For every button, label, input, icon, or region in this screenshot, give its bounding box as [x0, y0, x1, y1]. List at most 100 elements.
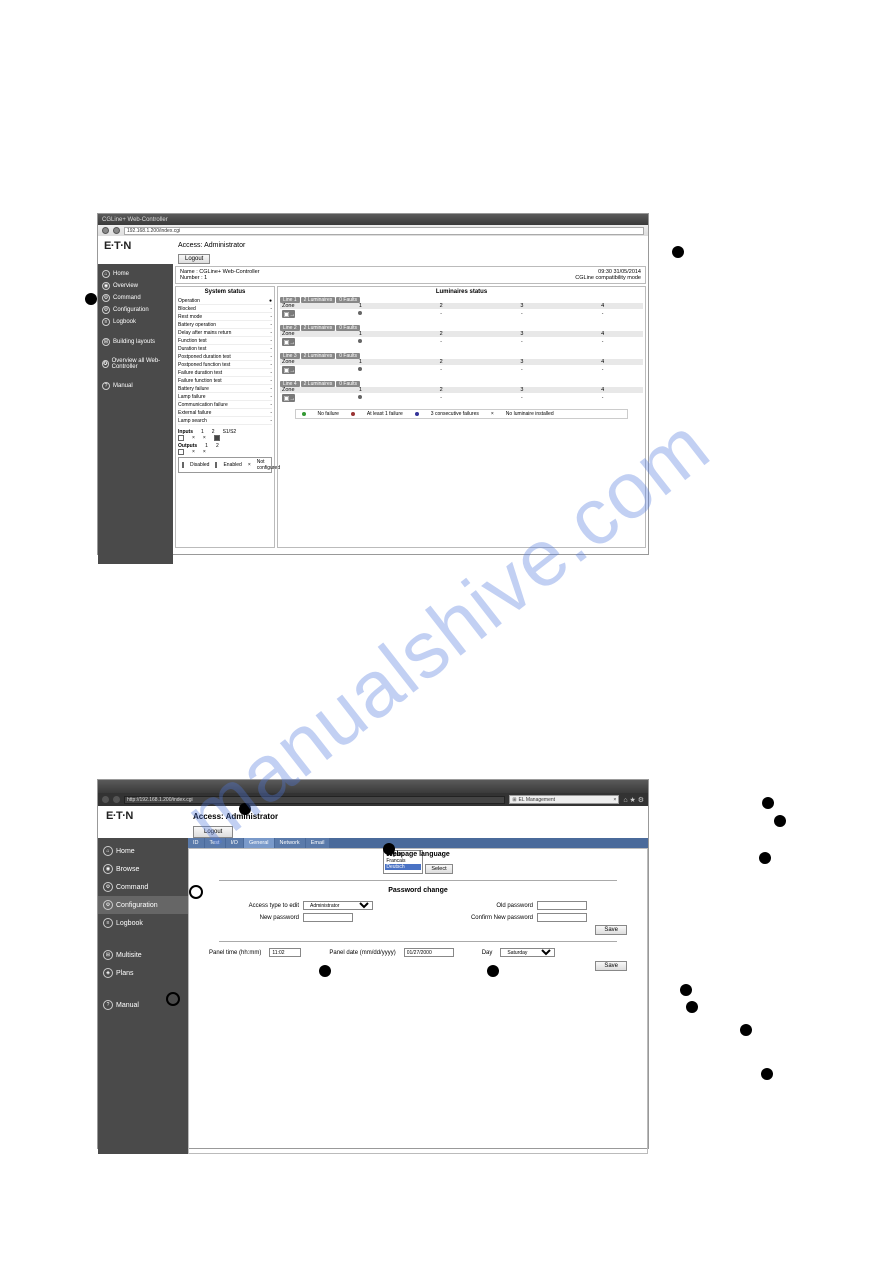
browser-tab-title: CGLine+ Web-Controller — [102, 217, 168, 223]
status-value: - — [270, 354, 272, 360]
status-row: Rest mode - — [178, 313, 272, 321]
logbook-icon: ≡ — [102, 318, 110, 326]
legend-label: No failure — [318, 411, 339, 417]
sidebar-item-overview[interactable]: ◉ Overview — [98, 280, 173, 292]
status-value: - — [270, 370, 272, 376]
logout-button[interactable]: Logout — [193, 826, 233, 838]
old-pwd-input[interactable] — [537, 901, 587, 910]
sidebar-item-command[interactable]: ⚙ Command — [98, 292, 173, 304]
browser-address-bar: 192.168.1.200/index.cgi — [98, 225, 648, 236]
legend-label: Disabled — [190, 462, 209, 468]
address-input[interactable]: 192.168.1.200/index.cgi — [124, 227, 644, 235]
status-dot — [358, 311, 362, 315]
status-label: Operation — [178, 298, 200, 304]
back-button[interactable] — [102, 227, 109, 234]
status-value: - — [270, 378, 272, 384]
lang-option[interactable]: Deutsch — [385, 864, 421, 870]
zone-cell: - — [401, 395, 482, 401]
callout-bullet — [761, 1068, 773, 1080]
tab-i/o[interactable]: I/O — [226, 838, 243, 848]
access-row: Access: Administrator — [98, 806, 648, 826]
tab-general[interactable]: General — [244, 838, 274, 848]
status-row: External failure - — [178, 409, 272, 417]
status-row: Postponed function test - — [178, 361, 272, 369]
expand-button[interactable]: ▣→ — [282, 366, 295, 374]
zone-col: 1 — [320, 303, 401, 309]
sidebar-item-command[interactable]: ⚙ Command — [98, 878, 188, 896]
browser-icons[interactable]: ⌂ ★ ⚙ — [623, 796, 644, 804]
sidebar-item-configuration[interactable]: ⚙ Configuration — [98, 304, 173, 316]
day-select[interactable]: Saturday — [500, 948, 555, 957]
panel-time-input[interactable] — [269, 948, 301, 957]
access-type-select[interactable]: Administrator — [303, 901, 373, 910]
sidebar-label: Home — [116, 848, 135, 855]
new-pwd-input[interactable] — [303, 913, 353, 922]
sidebar-item-manual[interactable]: ? Manual — [98, 380, 173, 392]
sidebar-item-logbook[interactable]: ≡ Logbook — [98, 316, 173, 328]
zone-cell: - — [401, 339, 482, 345]
browser-titlebar: CGLine+ Web-Controller — [98, 214, 648, 225]
save-password-button[interactable]: Save — [595, 925, 627, 935]
zone-cell: - — [562, 311, 643, 317]
sidebar-label: Command — [113, 295, 141, 301]
sidebar-item-home[interactable]: ⌂ Home — [98, 268, 173, 280]
io-indicator — [178, 449, 184, 455]
status-value: - — [270, 346, 272, 352]
callout-bullet — [680, 984, 692, 996]
logout-button[interactable]: Logout — [178, 254, 210, 264]
panel-date-label: Panel date (mm/dd/yyyy) — [329, 950, 395, 956]
callout-ring — [189, 885, 203, 899]
io-indicator — [214, 435, 220, 441]
tab-network[interactable]: Network — [275, 838, 305, 848]
command-icon: ⚙ — [102, 294, 110, 302]
zone-header: Zone1234 — [280, 303, 643, 309]
expand-button[interactable]: ▣→ — [282, 338, 295, 346]
select-button[interactable]: Select — [425, 864, 452, 874]
access-row: Access: Administrator — [98, 236, 648, 254]
status-row: Blocked - — [178, 305, 272, 313]
status-row: Lamp search - — [178, 417, 272, 425]
sidebar-item-browse[interactable]: ◉ Browse — [98, 860, 188, 878]
datetime-row: Panel time (hh:mm) Panel date (mm/dd/yyy… — [209, 948, 627, 957]
tab-id[interactable]: ID — [188, 838, 204, 848]
status-label: Function test — [178, 338, 207, 344]
expand-button[interactable]: ▣→ — [282, 394, 295, 402]
reload-button[interactable] — [113, 227, 120, 234]
sidebar-item-building-layouts[interactable]: ⊞ Building layouts — [98, 336, 173, 348]
tab-test[interactable]: Test — [205, 838, 225, 848]
manual-icon: ? — [103, 1000, 113, 1010]
zone-col: 3 — [482, 331, 563, 337]
back-button[interactable] — [102, 796, 109, 803]
status-row: Duration test - — [178, 345, 272, 353]
divider — [219, 941, 617, 942]
sidebar-item-home[interactable]: ⌂ Home — [98, 842, 188, 860]
zone-block: Line 2 2 Luminaires 0 Faults Zone1234 ▣→… — [280, 325, 643, 347]
status-row: Operation ● — [178, 297, 272, 305]
tab-title: EL Management — [519, 797, 556, 803]
system-status-panel: System status Operation ● Blocked - Rest… — [175, 286, 275, 548]
status-value: - — [270, 418, 272, 424]
status-label: Duration test — [178, 346, 206, 352]
sidebar-label: Overview — [113, 283, 138, 289]
confirm-pwd-label: Confirm New password — [433, 915, 533, 921]
browser-tab[interactable]: ⊞EL Management × — [509, 795, 619, 804]
expand-button[interactable]: ▣→ — [282, 310, 295, 318]
sidebar-item-overview-all-web-controller[interactable]: ✪ Overview all Web-Controller — [98, 356, 173, 372]
status-label: Delay after mains return — [178, 330, 231, 336]
panel-date-input[interactable] — [404, 948, 454, 957]
forward-button[interactable] — [113, 796, 120, 803]
sidebar-item-logbook[interactable]: ≡ Logbook — [98, 914, 188, 932]
zone-row: ▣→ - - - — [280, 393, 643, 403]
sidebar-label: Logbook — [113, 319, 136, 325]
save-datetime-button[interactable]: Save — [595, 961, 627, 971]
zone-col: 1 — [320, 359, 401, 365]
sidebar-item-multisite[interactable]: ⊞ Multisite — [98, 946, 188, 964]
address-input[interactable]: http://192.168.1.200/index.cgi — [124, 796, 505, 804]
confirm-pwd-input[interactable] — [537, 913, 587, 922]
tab-email[interactable]: Email — [306, 838, 330, 848]
sidebar-item-plans[interactable]: ◈ Plans — [98, 964, 188, 982]
zone-cell: - — [562, 339, 643, 345]
io-indicator — [178, 435, 184, 441]
status-label: Postponed duration test — [178, 354, 231, 360]
sidebar-item-configuration[interactable]: ⚙ Configuration — [98, 896, 188, 914]
